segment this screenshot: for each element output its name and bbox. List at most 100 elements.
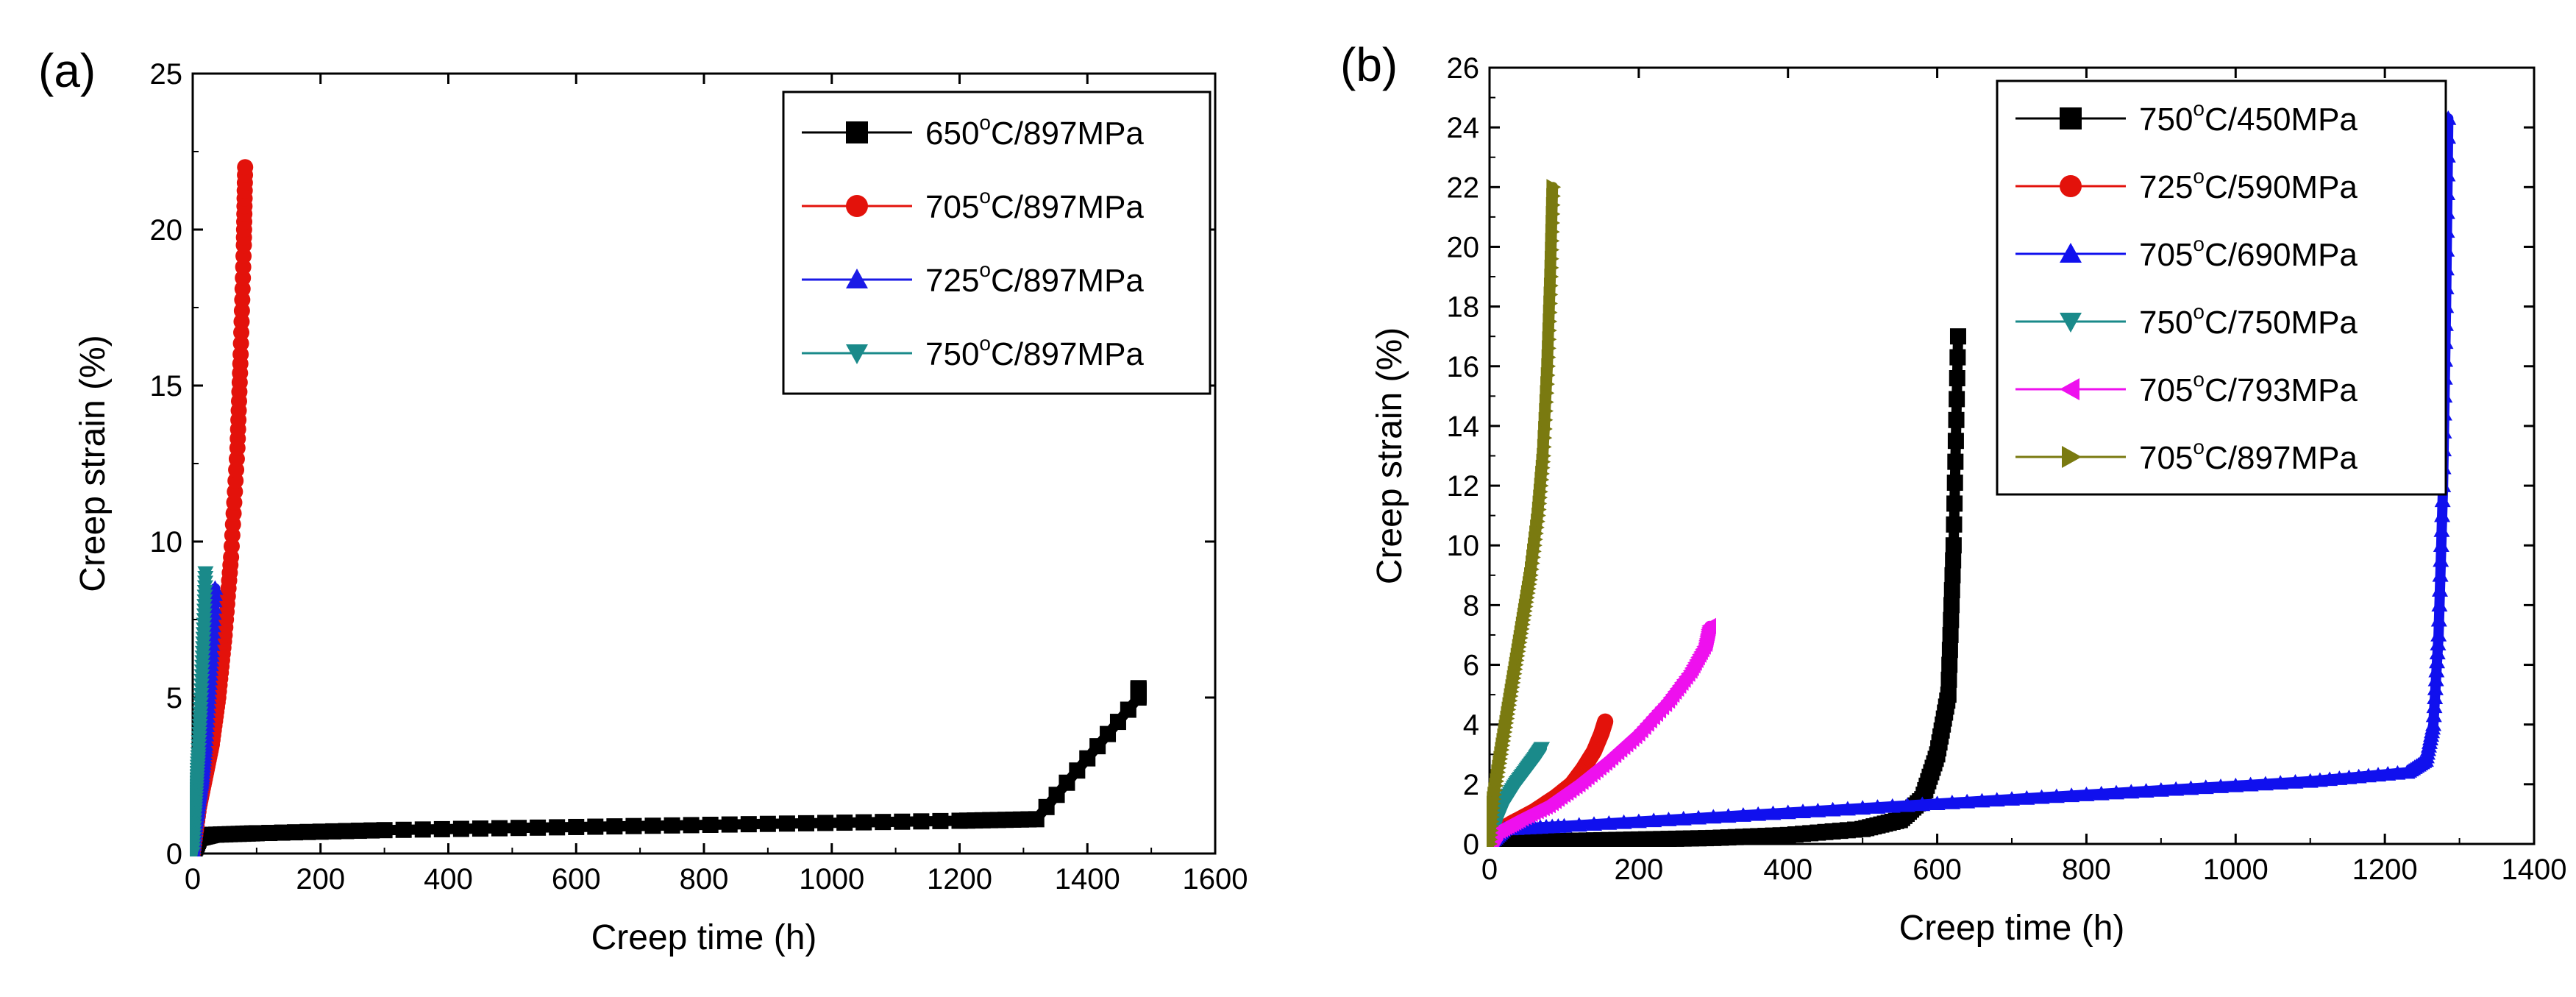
data-point: [1534, 742, 1550, 757]
y-tick-label: 5: [166, 682, 182, 714]
panel-b-chart: (b)0 200 400 600 800 1000 1200 1400024681012141…: [1340, 38, 2566, 948]
data-point: [2429, 653, 2446, 669]
data-point: [2033, 789, 2050, 804]
data-point: [2433, 537, 2449, 553]
x-tick-label: 800: [2062, 854, 2111, 886]
y-tick-label: 20: [150, 214, 183, 246]
data-point: [325, 823, 342, 840]
data-point: [798, 815, 814, 831]
data-point: [2227, 777, 2244, 792]
x-tick-label: 200: [296, 863, 345, 895]
data-point: [1949, 328, 1966, 345]
data-point: [363, 822, 380, 839]
legend-label: 705oC/897MPa: [925, 185, 1144, 225]
data-point: [1556, 817, 1573, 833]
legend-marker: [2060, 107, 2082, 129]
legend-marker: [2062, 446, 2082, 468]
series-3: [190, 566, 214, 856]
data-point: [1570, 817, 1587, 832]
data-point: [663, 817, 680, 834]
data-point: [2426, 698, 2443, 714]
data-point: [1945, 537, 1962, 554]
data-point: [1089, 738, 1106, 755]
data-point: [1940, 686, 1957, 703]
y-tick-label: 12: [1447, 470, 1480, 503]
data-point: [1109, 714, 1126, 731]
data-point: [1675, 810, 1692, 826]
data-point: [2272, 775, 2289, 790]
y-tick-label: 20: [1447, 231, 1480, 263]
x-tick-label: 0: [185, 863, 201, 895]
data-point: [2078, 787, 2095, 801]
data-point: [1810, 802, 1826, 817]
data-point: [1946, 495, 1963, 512]
data-point: [778, 815, 795, 832]
data-point: [1069, 762, 1086, 779]
data-point: [2431, 597, 2448, 612]
y-tick-label: 24: [1447, 112, 1480, 144]
y-tick-label: 0: [1463, 829, 1479, 861]
data-point: [1899, 797, 1915, 812]
data-point: [1942, 626, 1959, 643]
data-point: [2430, 626, 2447, 642]
series-layer: [1487, 110, 2457, 847]
data-point: [1130, 680, 1147, 697]
data-point: [491, 820, 508, 837]
data-point: [1048, 787, 1065, 803]
data-point: [2434, 507, 2451, 522]
legend-label: 750oC/750MPa: [2139, 300, 2358, 341]
legend-marker: [2060, 378, 2079, 400]
y-tick-label: 10: [1447, 530, 1480, 562]
data-point: [1734, 807, 1751, 822]
legend-label: 725oC/897MPa: [925, 258, 1144, 299]
data-point: [1705, 809, 1722, 824]
x-axis-title: Creep time (h): [1899, 909, 2125, 948]
data-point: [2287, 774, 2304, 789]
y-tick-label: 26: [1447, 52, 1480, 85]
data-point: [2152, 781, 2169, 797]
data-point: [1795, 803, 1811, 818]
data-point: [2004, 791, 2020, 806]
x-tick-label: 1600: [1183, 863, 1248, 895]
data-point: [644, 817, 661, 834]
data-point: [1750, 806, 1767, 821]
data-point: [1586, 816, 1602, 831]
data-point: [1701, 617, 1717, 634]
y-tick-label: 4: [1463, 709, 1479, 742]
data-point: [683, 817, 700, 834]
data-point: [2425, 716, 2442, 731]
data-point: [248, 825, 265, 842]
legend-label: 705oC/897MPa: [2139, 436, 2358, 476]
data-point: [1079, 750, 1096, 767]
data-point: [472, 820, 488, 837]
data-point: [2123, 784, 2140, 799]
data-point: [549, 819, 566, 836]
legend-marker: [2060, 243, 2082, 263]
y-tick-label: 15: [150, 370, 183, 402]
data-point: [1824, 801, 1841, 817]
data-point: [376, 822, 393, 839]
data-point: [1779, 804, 1796, 820]
data-point: [1597, 713, 1614, 730]
panel-label: (a): [38, 44, 96, 97]
data-point: [299, 823, 316, 840]
data-point: [2433, 552, 2449, 567]
data-point: [1884, 798, 1901, 813]
data-point: [1949, 370, 1965, 386]
x-tick-label: 600: [1913, 854, 1962, 886]
y-tick-label: 18: [1447, 291, 1480, 324]
data-point: [568, 818, 585, 835]
data-point: [338, 823, 355, 840]
data-point: [1947, 433, 1964, 450]
data-point: [2213, 778, 2229, 793]
data-point: [1949, 391, 1965, 408]
data-point: [1949, 349, 1966, 366]
data-point: [1929, 795, 1946, 811]
data-point: [817, 815, 834, 831]
legend-marker: [2060, 175, 2082, 197]
x-tick-label: 0: [1481, 854, 1498, 886]
data-point: [2434, 492, 2451, 508]
data-point: [1615, 814, 1632, 829]
data-point: [836, 815, 853, 831]
data-point: [2093, 785, 2110, 801]
